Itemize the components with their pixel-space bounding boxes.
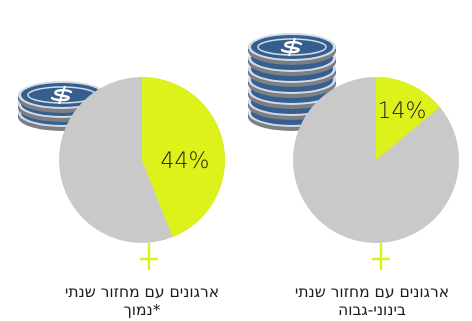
pie-slice-highlight: [376, 77, 440, 160]
caption-low-turnover-line2: נמוך*: [123, 301, 160, 319]
slice-label-mid-high-turnover: 14%: [378, 99, 427, 124]
slice-label-low-turnover: 44%: [161, 149, 210, 174]
pie-mid-high-turnover: [293, 77, 459, 243]
dollar-icon: [257, 37, 327, 57]
coin-stack-icon: [248, 33, 336, 131]
caption-mid-high-turnover-line2: בינוני-גבוה: [338, 301, 406, 319]
caption-low-turnover-line1: ארגונים עם מחזור שנתי: [65, 283, 219, 301]
chart-low-turnover: 44% ארגונים עם מחזור שנתי נמוך*: [18, 77, 225, 319]
chart-mid-high-turnover: 14% ארגונים עם מחזור שנתי בינוני-גבוה: [248, 33, 459, 319]
caption-mid-high-turnover-line1: ארגונים עם מחזור שנתי: [295, 283, 449, 301]
pie-low-turnover: [59, 77, 225, 243]
pie-slice-highlight: [142, 77, 225, 238]
female-symbol-icon: [372, 243, 390, 270]
female-symbol-icon: [140, 243, 158, 270]
